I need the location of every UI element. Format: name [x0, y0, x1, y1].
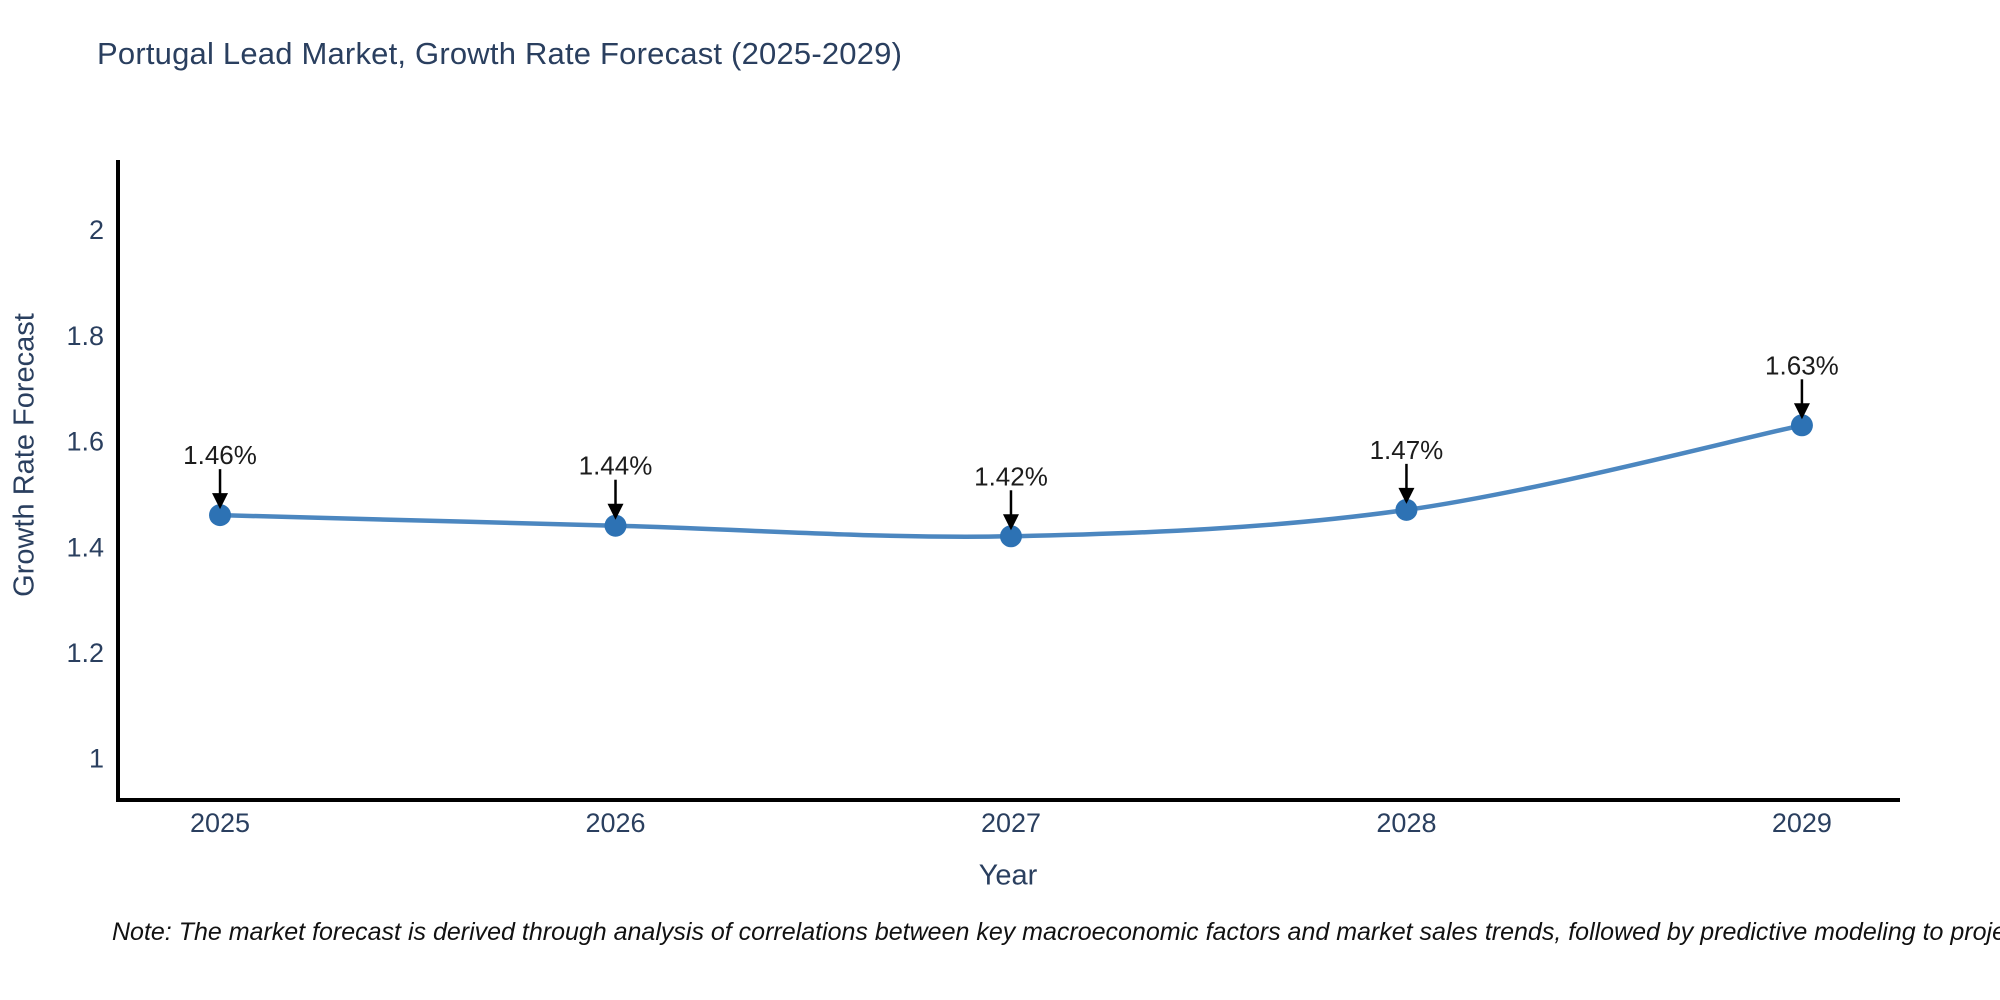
annotation-arrowhead	[1002, 514, 1019, 531]
x-tick-label: 2028	[1376, 808, 1436, 838]
data-point-label: 1.63%	[1765, 350, 1839, 380]
annotation-arrowhead	[1793, 403, 1810, 420]
annotation-arrowhead	[212, 493, 229, 510]
x-tick-label: 2025	[190, 808, 250, 838]
x-tick-label: 2026	[585, 808, 645, 838]
data-point-label: 1.44%	[579, 451, 653, 481]
chart-title: Portugal Lead Market, Growth Rate Foreca…	[97, 36, 903, 71]
data-point-marker	[999, 525, 1022, 548]
y-tick-label: 1.8	[66, 321, 104, 351]
data-point-label: 1.47%	[1370, 435, 1444, 465]
y-tick-label: 1.2	[66, 638, 104, 668]
annotation-arrowhead	[607, 503, 624, 520]
y-tick-label: 1	[89, 744, 104, 774]
y-tick-label: 1.6	[66, 427, 104, 457]
data-point-label: 1.42%	[974, 461, 1048, 491]
data-point-marker	[1395, 498, 1418, 521]
data-point-marker	[1790, 414, 1813, 437]
footnote: Note: The market forecast is derived thr…	[112, 918, 2000, 946]
data-point-label: 1.46%	[183, 440, 257, 470]
data-point-marker	[604, 514, 627, 537]
annotation-arrowhead	[1398, 487, 1415, 504]
y-tick-label: 1.4	[66, 532, 104, 562]
x-tick-label: 2027	[981, 808, 1041, 838]
y-axis-title: Growth Rate Forecast	[8, 313, 41, 597]
data-point-marker	[209, 504, 232, 527]
x-tick-label: 2029	[1772, 808, 1832, 838]
y-tick-label: 2	[89, 215, 104, 245]
x-axis-title: Year	[978, 859, 1038, 892]
